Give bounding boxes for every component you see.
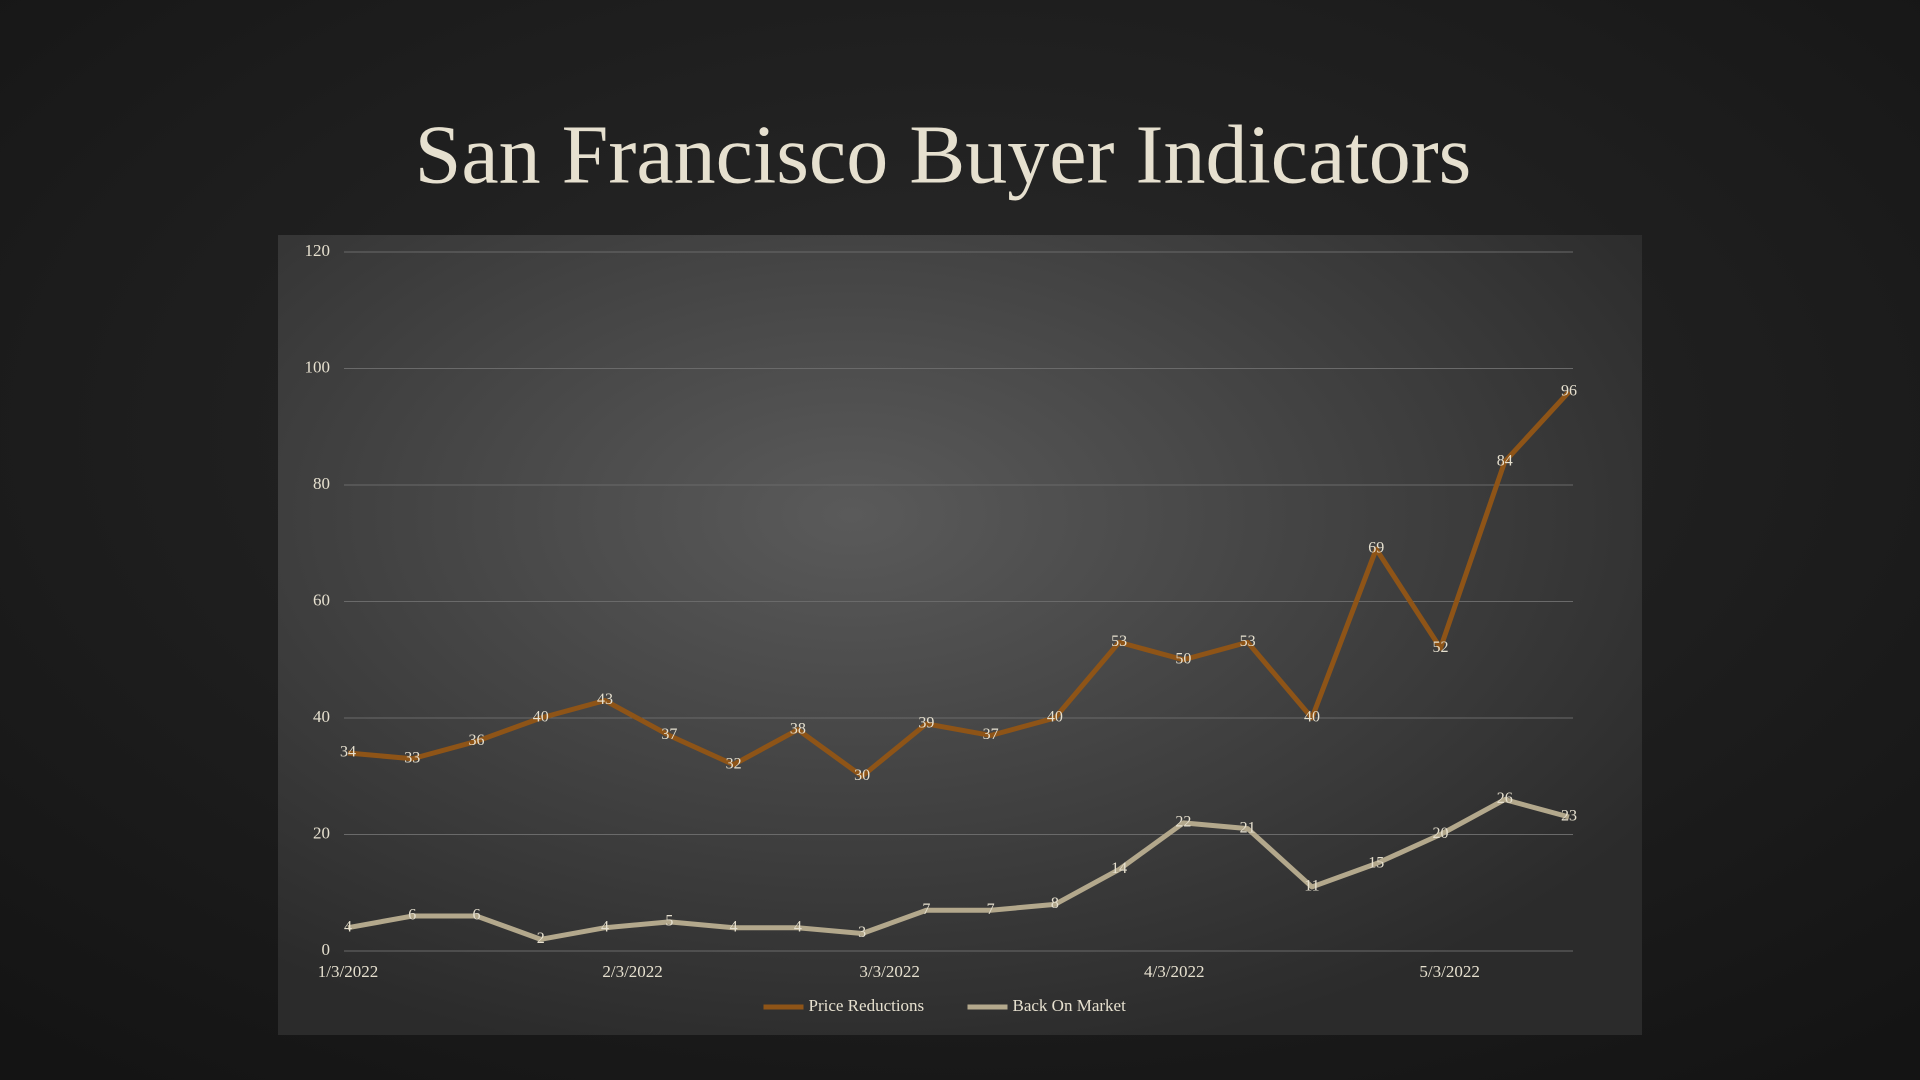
- series-line: [347, 390, 1571, 779]
- data-label: 37: [983, 726, 999, 743]
- legend-label: Back On Market: [1013, 996, 1127, 1015]
- data-label: 23: [1561, 808, 1577, 825]
- y-tick-label: 100: [305, 357, 331, 376]
- data-label: 50: [1175, 650, 1191, 667]
- data-label: 52: [1432, 639, 1448, 656]
- x-tick-label: 4/3/2022: [1144, 962, 1204, 981]
- data-label: 36: [469, 732, 485, 749]
- data-label: 34: [340, 744, 356, 761]
- y-tick-label: 60: [313, 590, 330, 609]
- data-label: 21: [1240, 819, 1256, 836]
- series-line: [347, 797, 1570, 942]
- data-label: 4: [601, 918, 609, 935]
- data-label: 53: [1111, 633, 1127, 650]
- y-tick-label: 20: [313, 823, 330, 842]
- data-label: 26: [1497, 790, 1513, 807]
- data-label: 39: [918, 714, 934, 731]
- x-tick-label: 2/3/2022: [602, 962, 662, 981]
- x-tick-label: 3/3/2022: [859, 962, 919, 981]
- data-label: 96: [1561, 382, 1577, 399]
- plot-panel: [278, 235, 1642, 1035]
- data-label: 43: [597, 691, 613, 708]
- data-label: 7: [987, 901, 995, 918]
- data-label: 3: [858, 924, 866, 941]
- data-label: 7: [922, 901, 930, 918]
- data-label: 32: [726, 755, 742, 772]
- legend-label: Price Reductions: [809, 996, 925, 1015]
- data-label: 8: [1051, 895, 1059, 912]
- y-tick-label: 120: [305, 241, 331, 260]
- data-label: 30: [854, 767, 870, 784]
- data-label: 69: [1368, 540, 1384, 557]
- data-label: 20: [1432, 825, 1448, 842]
- data-label: 4: [794, 918, 802, 935]
- data-label: 6: [408, 907, 416, 924]
- data-label: 40: [1047, 709, 1063, 726]
- data-label: 2: [537, 930, 545, 947]
- data-label: 33: [404, 749, 420, 766]
- data-label: 40: [1304, 709, 1320, 726]
- data-label: 14: [1111, 860, 1127, 877]
- data-label: 22: [1175, 814, 1191, 831]
- x-tick-label: 1/3/2022: [318, 962, 378, 981]
- data-label: 40: [533, 709, 549, 726]
- chart-title: San Francisco Buyer Indicators: [415, 108, 1472, 201]
- data-label: 11: [1304, 878, 1319, 895]
- data-label: 4: [344, 918, 352, 935]
- y-tick-label: 0: [322, 940, 331, 959]
- data-label: 6: [473, 907, 481, 924]
- data-label: 15: [1368, 854, 1384, 871]
- data-label: 84: [1497, 452, 1513, 469]
- data-label: 37: [661, 726, 677, 743]
- y-tick-label: 40: [313, 707, 330, 726]
- data-label: 53: [1240, 633, 1256, 650]
- x-tick-label: 5/3/2022: [1419, 962, 1479, 981]
- data-label: 38: [790, 720, 806, 737]
- data-label: 5: [665, 913, 673, 930]
- y-tick-label: 80: [313, 474, 330, 493]
- data-label: 4: [730, 918, 738, 935]
